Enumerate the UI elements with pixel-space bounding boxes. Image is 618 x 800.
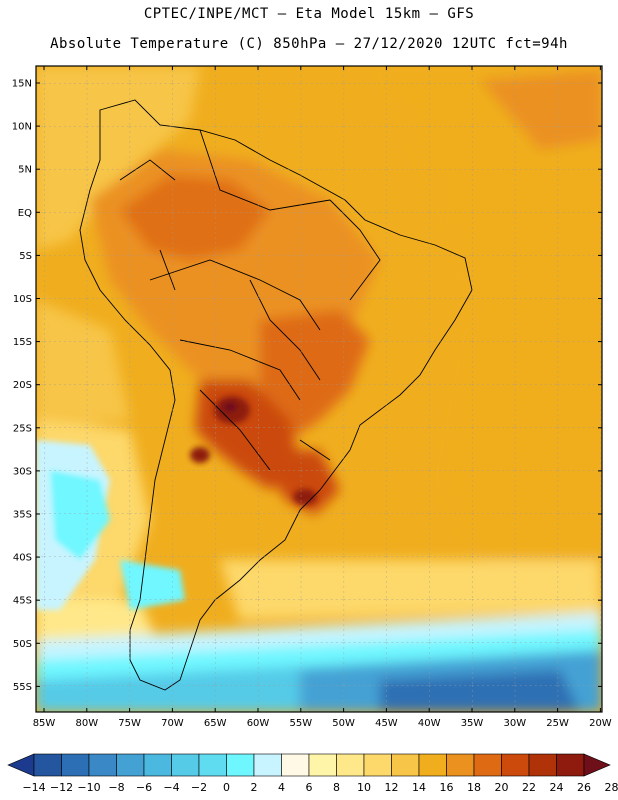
lat-tick-label: 35S [13,510,32,521]
lat-tick-label: 45S [13,596,32,607]
lon-tick-label: 85W [33,718,56,729]
lon-tick-label: 40W [418,718,441,729]
colorbar-swatch [88,753,117,777]
colorbar-swatch [391,753,420,777]
lat-tick-label: 15N [12,79,32,90]
colorbar-label: 26 [577,781,591,794]
colorbar-label: −4 [163,781,179,794]
colorbar-label: −2 [191,781,207,794]
colorbar-label: 6 [306,781,313,794]
colorbar-swatch [418,753,447,777]
colorbar-swatch [198,753,227,777]
colorbar-label: 12 [385,781,399,794]
lat-tick-label: EQ [18,208,32,219]
colorbar-swatch [143,753,172,777]
colorbar-label: 18 [467,781,481,794]
colorbar-label: 14 [412,781,426,794]
colorbar-label: −6 [136,781,152,794]
colorbar-swatch [473,753,502,777]
colorbar-swatch [116,753,145,777]
temperature-field [36,66,602,712]
colorbar-swatch [253,753,282,777]
lon-tick-label: 50W [332,718,355,729]
lat-tick-label: 5S [19,251,32,262]
colorbar-swatch [61,753,90,777]
colorbar-label: 20 [495,781,509,794]
colorbar-swatch [226,753,255,777]
lon-tick-label: 20W [589,718,612,729]
colorbar-swatch [501,753,530,777]
lon-tick-label: 70W [161,718,184,729]
colorbar-label: 28 [605,781,618,794]
lat-tick-label: 10S [13,294,32,305]
colorbar-swatch [583,753,611,777]
colorbar-swatch [33,753,62,777]
colorbar-label: −8 [108,781,124,794]
lat-tick-label: 40S [13,553,32,564]
colorbar-swatch [7,753,35,777]
lat-tick-label: 25S [13,423,32,434]
lat-tick-label: 55S [13,682,32,693]
colorbar-swatch [528,753,557,777]
lat-tick-label: 10N [12,122,32,133]
title-line-2: Absolute Temperature (C) 850hPa – 27/12/… [50,36,568,52]
lat-tick-label: 20S [13,380,32,391]
lat-tick-label: 15S [13,337,32,348]
lon-tick-label: 35W [461,718,484,729]
colorbar-swatch [363,753,392,777]
colorbar-label: 8 [333,781,340,794]
colorbar-swatch [308,753,337,777]
colorbar-label: 4 [278,781,285,794]
colorbar-label: 16 [440,781,454,794]
lat-tick-label: 30S [13,466,32,477]
title-line-1: CPTEC/INPE/MCT – Eta Model 15km – GFS [143,6,475,22]
colorbar-label: 22 [522,781,536,794]
lon-tick-label: 45W [375,718,398,729]
lon-tick-label: 80W [75,718,98,729]
colorbar-label: 2 [251,781,258,794]
map-frame [35,65,603,713]
colorbar-label: 24 [550,781,564,794]
colorbar-label: −14 [22,781,45,794]
colorbar: −14 −12 −10 −8 −6 −4 −2 0 2 4 6 8 10 12 14 16 18 20 22 24 26… [7,753,618,794]
lon-tick-label: 25W [546,718,569,729]
lon-tick-label: 30W [503,718,526,729]
colorbar-swatch [446,753,475,777]
latitude-axis: 15N 10N 5N EQ 5S 10S 15S 20S 25S 30S 35S 40S 45S 50S 5… [12,79,602,693]
lon-tick-label: 55W [289,718,312,729]
colorbar-label: −12 [50,781,73,794]
lon-tick-label: 60W [247,718,270,729]
lat-tick-label: 50S [13,639,32,650]
colorbar-label: 10 [357,781,371,794]
lon-tick-label: 75W [118,718,141,729]
colorbar-label: 0 [223,781,230,794]
longitude-axis: 85W 80W 75W 70W 65W 60W 55W 50W 45W 40W 35W 30W 25W 2… [33,66,612,729]
colorbar-swatch [336,753,365,777]
colorbar-swatch [556,753,585,777]
lat-tick-label: 5N [18,165,32,176]
colorbar-label: −10 [77,781,100,794]
lon-tick-label: 65W [204,718,227,729]
colorbar-swatch [281,753,310,777]
colorbar-swatch [171,753,200,777]
